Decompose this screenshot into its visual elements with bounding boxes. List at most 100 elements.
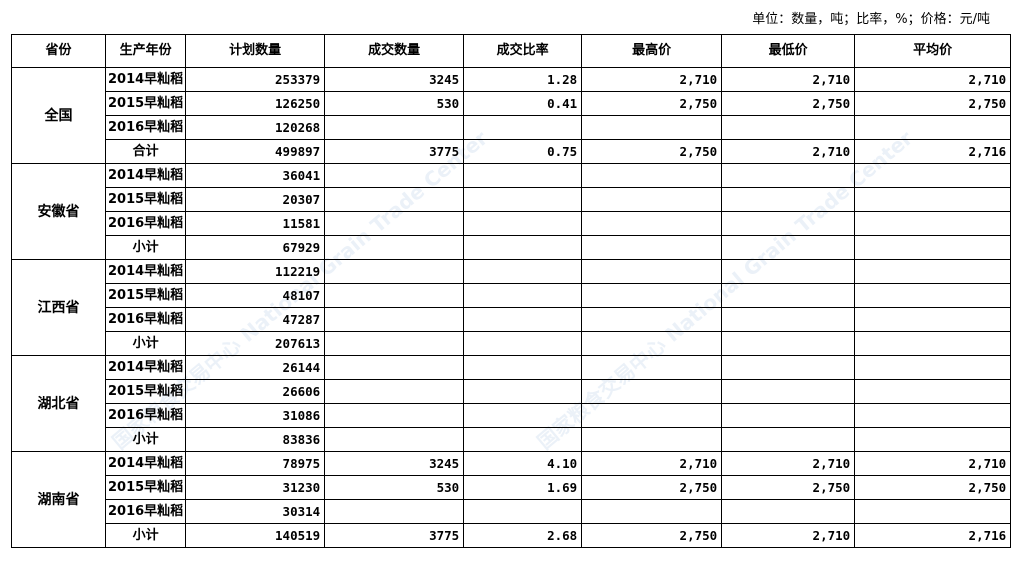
value-cell: 2,710: [721, 451, 856, 476]
table-row: 2015早籼稻 48107: [12, 283, 1012, 308]
value-cell: [463, 499, 583, 524]
province-cell: 全国: [11, 67, 106, 164]
value-cell: [463, 403, 583, 428]
table-row: 小计 67929: [12, 235, 1012, 260]
value-cell: [854, 403, 1012, 428]
value-cell: [721, 187, 856, 212]
value-cell: [854, 499, 1012, 524]
table-row: 2015早籼稻 126250 530 0.41 2,750 2,750 2,750: [12, 91, 1012, 116]
value-cell: [324, 379, 465, 404]
header-row: 省份 生产年份 计划数量 成交数量 成交比率 最高价 最低价 平均价: [11, 34, 1012, 68]
value-cell: [854, 211, 1012, 236]
value-cell: [324, 235, 465, 260]
auction-results-table: 省份 生产年份 计划数量 成交数量 成交比率 最高价 最低价 平均价 全国 2014早籼稻 253…: [11, 34, 1012, 548]
column-header: 平均价: [854, 34, 1012, 68]
value-cell: [854, 379, 1012, 404]
year-cell: 2015早籼稻: [104, 91, 187, 116]
value-cell: [324, 499, 465, 524]
province-cell: 湖南省: [11, 451, 106, 548]
value-cell: 67929: [185, 235, 326, 260]
value-cell: [854, 283, 1012, 308]
value-cell: 126250: [185, 91, 326, 116]
value-cell: 3775: [324, 523, 465, 548]
value-cell: 2,750: [854, 91, 1012, 116]
year-cell: 2015早籼稻: [104, 283, 187, 308]
value-cell: [463, 307, 583, 332]
table-row: 小计 140519 3775 2.68 2,750 2,710 2,716: [12, 523, 1012, 548]
value-cell: 78975: [185, 451, 326, 476]
value-cell: [581, 259, 723, 284]
year-cell: 2016早籼稻: [104, 403, 187, 428]
value-cell: [463, 211, 583, 236]
value-cell: [581, 307, 723, 332]
year-cell: 2014早籼稻: [104, 355, 187, 380]
value-cell: [721, 235, 856, 260]
value-cell: [854, 163, 1012, 188]
year-cell: 2016早籼稻: [104, 211, 187, 236]
value-cell: [581, 427, 723, 452]
value-cell: 2.68: [463, 523, 583, 548]
table-row: 2015早籼稻 26606: [12, 379, 1012, 404]
value-cell: 2,750: [581, 139, 723, 164]
value-cell: 120268: [185, 115, 326, 140]
column-header: 成交比率: [463, 34, 583, 68]
value-cell: [581, 211, 723, 236]
value-cell: [854, 307, 1012, 332]
value-cell: [721, 307, 856, 332]
table-row: 2015早籼稻 31230 530 1.69 2,750 2,750 2,750: [12, 475, 1012, 500]
year-cell: 2016早籼稻: [104, 307, 187, 332]
table-row: 2016早籼稻 11581: [12, 211, 1012, 236]
table-row: 湖北省 2014早籼稻 26144: [11, 355, 1012, 452]
value-cell: 4.10: [463, 451, 583, 476]
value-cell: [463, 283, 583, 308]
table-row: 湖南省 2014早籼稻 78975 3245 4.10 2,710 2,710 2,710: [11, 451, 1012, 548]
value-cell: 3775: [324, 139, 465, 164]
value-cell: [721, 331, 856, 356]
value-cell: 2,750: [854, 475, 1012, 500]
value-cell: [721, 379, 856, 404]
value-cell: 48107: [185, 283, 326, 308]
column-header: 计划数量: [185, 34, 326, 68]
value-cell: 2,710: [581, 451, 723, 476]
value-cell: 3245: [324, 451, 465, 476]
value-cell: [324, 307, 465, 332]
value-cell: [721, 427, 856, 452]
value-cell: [581, 163, 723, 188]
year-cell: 2016早籼稻: [104, 499, 187, 524]
value-cell: [854, 115, 1012, 140]
value-cell: [854, 331, 1012, 356]
value-cell: 499897: [185, 139, 326, 164]
value-cell: [581, 187, 723, 212]
value-cell: [721, 115, 856, 140]
table-row: 小计 207613: [12, 331, 1012, 356]
value-cell: 26606: [185, 379, 326, 404]
value-cell: 31230: [185, 475, 326, 500]
province-cell: 安徽省: [11, 163, 106, 260]
year-cell: 2014早籼稻: [104, 163, 187, 188]
year-cell: 小计: [104, 331, 187, 356]
year-cell: 小计: [104, 427, 187, 452]
value-cell: 140519: [185, 523, 326, 548]
column-header: 省份: [11, 34, 106, 68]
value-cell: [721, 283, 856, 308]
value-cell: [721, 211, 856, 236]
year-cell: 2014早籼稻: [104, 451, 187, 476]
year-cell: 小计: [104, 523, 187, 548]
value-cell: [324, 187, 465, 212]
table-row: 小计 83836: [12, 427, 1012, 452]
value-cell: [463, 427, 583, 452]
value-cell: [721, 259, 856, 284]
value-cell: [463, 259, 583, 284]
value-cell: 2,710: [581, 67, 723, 92]
year-cell: 2014早籼稻: [104, 67, 187, 92]
value-cell: 2,710: [721, 523, 856, 548]
value-cell: [581, 115, 723, 140]
table-row: 合计 499897 3775 0.75 2,750 2,710 2,716: [12, 139, 1012, 164]
value-cell: 2,710: [854, 67, 1012, 92]
value-cell: 2,750: [721, 475, 856, 500]
value-cell: [324, 211, 465, 236]
value-cell: 2,750: [721, 91, 856, 116]
value-cell: 2,716: [854, 523, 1012, 548]
value-cell: [581, 403, 723, 428]
column-header: 最低价: [721, 34, 856, 68]
